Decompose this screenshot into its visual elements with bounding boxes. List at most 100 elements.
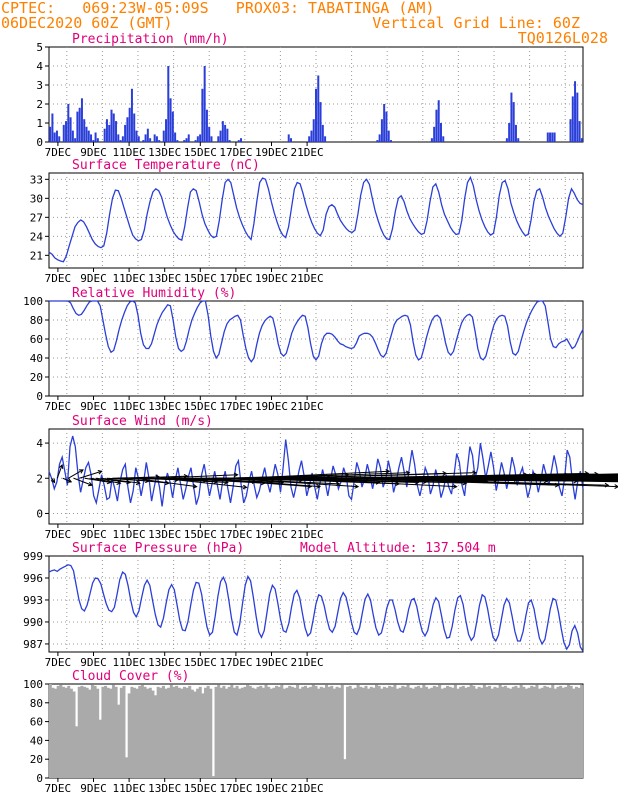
cloud-bar bbox=[211, 776, 215, 778]
cloud-bar bbox=[356, 684, 360, 778]
cloud-bar bbox=[164, 688, 168, 778]
wind-y-tick-label: 4 bbox=[36, 437, 43, 450]
cloud-bar bbox=[309, 686, 313, 778]
cloud-bar bbox=[204, 687, 208, 778]
rh-x-tick-label: 13DEC bbox=[148, 400, 181, 413]
precip-bar bbox=[203, 66, 206, 142]
cloud-bar bbox=[314, 685, 318, 778]
cloud-bar bbox=[230, 684, 234, 778]
cloud-bar bbox=[261, 687, 265, 778]
cloud-bar bbox=[75, 726, 79, 778]
cloud-bar bbox=[253, 688, 258, 778]
cloud-y-tick-label: 20 bbox=[30, 753, 43, 766]
precip-bar bbox=[85, 126, 88, 142]
precip-bar bbox=[71, 130, 74, 142]
cloud-bar bbox=[506, 687, 510, 778]
wind-arrow bbox=[84, 477, 111, 483]
cloud-bar bbox=[548, 687, 552, 778]
cloud-bar bbox=[419, 687, 423, 778]
precip-bar bbox=[549, 132, 552, 142]
cloud-bar bbox=[259, 685, 263, 778]
precip-bar bbox=[162, 130, 165, 142]
cloud-bar bbox=[175, 685, 179, 778]
rh-y-tick-label: 100 bbox=[23, 295, 43, 308]
wind-arrowhead bbox=[67, 478, 73, 483]
precip-bar bbox=[78, 107, 81, 142]
wind-y-tick-label: 0 bbox=[36, 507, 43, 520]
rh-x-tick-label: 21DEC bbox=[291, 400, 324, 413]
cloud-bar bbox=[469, 684, 473, 778]
precip-bar bbox=[103, 128, 106, 142]
cloud-bar bbox=[285, 687, 289, 778]
cloud-bar bbox=[374, 684, 379, 778]
precip-x-tick-label: 7DEC bbox=[45, 146, 72, 159]
cloud-bar bbox=[146, 688, 150, 778]
cloud-bar bbox=[104, 685, 108, 778]
wind-arrowhead bbox=[58, 464, 64, 469]
cloud-bar bbox=[488, 685, 492, 778]
precip-bar bbox=[505, 138, 508, 142]
precip-bar bbox=[74, 138, 77, 142]
cloud-bar bbox=[148, 687, 152, 778]
cloud-bar bbox=[430, 687, 434, 778]
rh-x-tick-label: 9DEC bbox=[80, 400, 107, 413]
wind-arrowhead bbox=[192, 483, 198, 489]
cloud-bar bbox=[432, 685, 436, 778]
cloud-bar bbox=[398, 687, 402, 778]
cloud-bar bbox=[361, 687, 365, 778]
cloud-bar bbox=[403, 686, 407, 778]
cloud-bar bbox=[377, 685, 381, 778]
cloud-bar bbox=[459, 686, 463, 778]
cloud-bar bbox=[246, 684, 250, 778]
temp-x-tick-label: 19DEC bbox=[255, 272, 288, 285]
wind-arrow bbox=[486, 477, 618, 482]
precip-bar bbox=[65, 121, 68, 142]
cloud-bar bbox=[517, 687, 521, 778]
cloud-bar bbox=[54, 688, 58, 778]
cloud-bar bbox=[217, 684, 221, 778]
cloud-bar bbox=[535, 684, 539, 778]
precip-bar bbox=[571, 96, 574, 142]
cloud-bar bbox=[572, 688, 576, 778]
wind-arrowhead bbox=[87, 481, 93, 487]
precip-bar bbox=[315, 88, 317, 142]
cloud-bar bbox=[372, 687, 376, 778]
cloud-bar bbox=[519, 684, 523, 778]
cloud-bar bbox=[451, 687, 455, 778]
cloud-bar bbox=[553, 688, 557, 778]
wind-y-tick-label: 2 bbox=[36, 472, 43, 485]
cloud-bar bbox=[69, 688, 73, 778]
cloud-bar bbox=[343, 759, 347, 778]
cloud-bar bbox=[80, 685, 84, 778]
wind-arrow bbox=[56, 464, 63, 479]
precip-bar bbox=[551, 132, 554, 142]
cloud-bar bbox=[564, 686, 568, 778]
precip-y-tick-label: 3 bbox=[36, 79, 43, 92]
pressure-x-tick-label: 13DEC bbox=[148, 656, 181, 669]
pressure-x-tick-label: 7DEC bbox=[45, 656, 72, 669]
precip-bar bbox=[205, 109, 208, 142]
cloud-bar bbox=[427, 688, 431, 778]
wind-arrow bbox=[134, 477, 197, 488]
cloud-bar bbox=[556, 686, 560, 778]
cloud-bar bbox=[551, 684, 555, 778]
precip-bar bbox=[153, 134, 156, 142]
pressure-panel-subtitle: Model Altitude: 137.504 m bbox=[300, 541, 496, 556]
wind-arrowhead bbox=[307, 484, 313, 489]
cloud-bar bbox=[172, 686, 176, 778]
cloud-bar bbox=[98, 719, 102, 778]
cloud-bar bbox=[111, 684, 115, 778]
precip-bar bbox=[126, 117, 129, 142]
precip-x-tick-label: 21DEC bbox=[291, 146, 324, 159]
cloud-bar bbox=[380, 688, 384, 778]
wind-arrowhead bbox=[316, 484, 322, 489]
wind-arrow bbox=[95, 477, 131, 483]
cloud-bar bbox=[393, 684, 397, 778]
cloud-bar bbox=[272, 687, 276, 778]
wind-arrow bbox=[255, 472, 410, 479]
wind-arrowhead bbox=[135, 480, 141, 486]
cloud-x-tick-label: 7DEC bbox=[45, 782, 72, 795]
cloud-bar bbox=[206, 685, 210, 778]
cloud-bar bbox=[348, 685, 352, 778]
precip-bar bbox=[137, 136, 140, 142]
